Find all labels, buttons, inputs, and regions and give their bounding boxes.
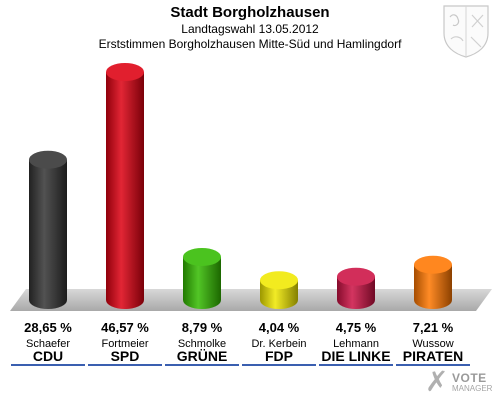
logo-text-vote: VOTE (452, 371, 487, 385)
chart-titles: Stadt Borgholzhausen Landtagswahl 13.05.… (0, 3, 500, 52)
bar-spd (106, 63, 144, 309)
candidate-label: Dr. Kerbein (251, 338, 307, 350)
candidate-label: Fortmeier (101, 338, 149, 350)
bar-body (106, 72, 144, 309)
bar-body (29, 159, 67, 309)
bar-top (106, 63, 144, 81)
bar-top (414, 255, 452, 274)
data-label: 4,04 % (258, 320, 300, 335)
party-label: DIE LINKE (321, 348, 391, 364)
party-label: CDU (32, 348, 64, 364)
bar-body (183, 256, 221, 309)
coat-of-arms-icon (443, 5, 489, 58)
candidate-label: Wussow (412, 338, 454, 350)
vote-check-icon: ✗ (425, 366, 449, 397)
bar-body (414, 264, 452, 309)
party-label: SPD (110, 348, 140, 364)
chart-title: Stadt Borgholzhausen (170, 4, 330, 21)
party-underline (165, 364, 239, 366)
party-label: GRÜNE (176, 348, 228, 364)
bar-fdp (260, 271, 298, 309)
party-underline (88, 364, 162, 366)
bar-body (337, 276, 375, 309)
data-label: 8,79 % (181, 320, 223, 335)
bar-top (260, 271, 298, 290)
bar-top (337, 267, 375, 286)
data-label: 28,65 % (24, 320, 72, 335)
party-underline (396, 364, 470, 366)
bars-group (29, 63, 452, 309)
data-label: 4,75 % (335, 320, 377, 335)
candidate-label: Schaefer (25, 338, 71, 350)
party-label: PIRATEN (402, 348, 464, 364)
party-underline (11, 364, 85, 366)
data-label: 7,21 % (412, 320, 454, 335)
data-label: 46,57 % (101, 320, 149, 335)
party-label: FDP (265, 348, 293, 364)
candidate-label: Lehmann (333, 338, 379, 350)
bar-gr-ne (183, 247, 221, 309)
votemanager-logo: ✗ VOTE MANAGER (425, 368, 497, 398)
candidate-label: Schmolke (177, 338, 227, 350)
bar-top (29, 150, 67, 169)
bar-piraten (414, 255, 452, 309)
bar-die-linke (337, 267, 375, 309)
party-underline (319, 364, 393, 366)
chart-subtitle-2: Erststimmen Borgholzhausen Mitte-Süd und… (98, 37, 402, 51)
party-underline (242, 364, 316, 366)
logo-text-manager: MANAGER (452, 384, 493, 393)
bar-top (183, 247, 221, 266)
bar-cdu (29, 150, 67, 309)
chart-subtitle: Landtagswahl 13.05.2012 (181, 22, 319, 36)
